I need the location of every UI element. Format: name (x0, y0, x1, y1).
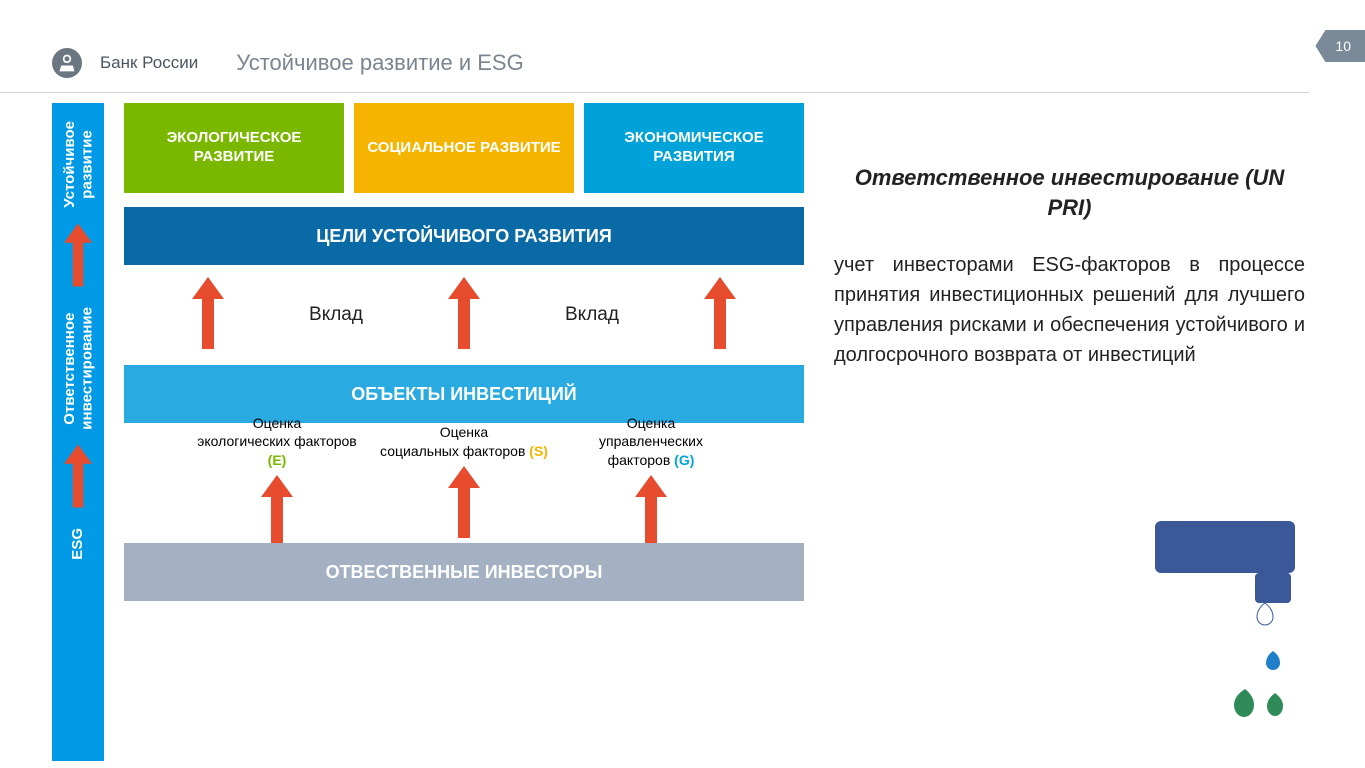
faucet-icon (1115, 521, 1295, 721)
goals-bar: ЦЕЛИ УСТОЙЧИВОГО РАЗВИТИЯ (124, 207, 804, 265)
content: Устойчивоеразвитие Ответственноеинвестир… (0, 93, 1365, 761)
investors-bar: ОТВЕСТВЕННЫЕ ИНВЕСТОРЫ (124, 543, 804, 601)
rail-label: ESG (69, 528, 86, 560)
side-rail: Устойчивоеразвитие Ответственноеинвестир… (52, 103, 104, 761)
up-arrow-icon (261, 475, 293, 552)
up-arrow-icon (448, 466, 480, 543)
pillar-row: ЭКОЛОГИЧЕСКОЕ РАЗВИТИЕСОЦИАЛЬНОЕ РАЗВИТИ… (124, 103, 804, 193)
up-arrow-icon (704, 277, 736, 354)
factor-cell: Оценкауправленческих факторов (G) (566, 414, 736, 552)
factor-cell: Оценкасоциальных факторов (S) (379, 423, 549, 542)
up-arrow-icon (64, 220, 92, 295)
side-panel: Ответственное инвестирование (UN PRI) уч… (824, 103, 1325, 761)
factor-label: Оценкауправленческих факторов (G) (566, 414, 736, 469)
up-arrow-icon (192, 277, 224, 354)
contribution-label: Вклад (565, 304, 619, 326)
arrow-row-factors: Оценкаэкологических факторов (E) Оценкас… (124, 423, 804, 543)
page-number: 10 (1315, 30, 1365, 62)
up-arrow-icon (64, 441, 92, 516)
factor-cell: Оценкаэкологических факторов (E) (192, 414, 362, 552)
rail-label: Устойчивоеразвитие (61, 121, 96, 208)
pillar: ЭКОНОМИЧЕСКОЕ РАЗВИТИЯ (584, 103, 804, 193)
rail-label: Ответственноеинвестирование (61, 307, 96, 430)
bank-name: Банк России (100, 53, 198, 73)
side-body: учет инвесторами ESG-факторов в процессе… (834, 250, 1305, 370)
header: Банк России Устойчивое развитие и ESG (0, 0, 1309, 93)
up-arrow-icon (448, 277, 480, 354)
up-arrow-icon (635, 475, 667, 552)
pillar: СОЦИАЛЬНОЕ РАЗВИТИЕ (354, 103, 574, 193)
page-title: Устойчивое развитие и ESG (236, 50, 524, 76)
arrow-row-contribution: Вклад Вклад (124, 265, 804, 365)
bank-logo-icon (52, 48, 82, 78)
diagram: ЭКОЛОГИЧЕСКОЕ РАЗВИТИЕСОЦИАЛЬНОЕ РАЗВИТИ… (124, 103, 804, 761)
pillar: ЭКОЛОГИЧЕСКОЕ РАЗВИТИЕ (124, 103, 344, 193)
factor-label: Оценкасоциальных факторов (S) (380, 423, 548, 459)
side-title: Ответственное инвестирование (UN PRI) (834, 163, 1305, 222)
factor-label: Оценкаэкологических факторов (E) (192, 414, 362, 469)
contribution-label: Вклад (309, 304, 363, 326)
